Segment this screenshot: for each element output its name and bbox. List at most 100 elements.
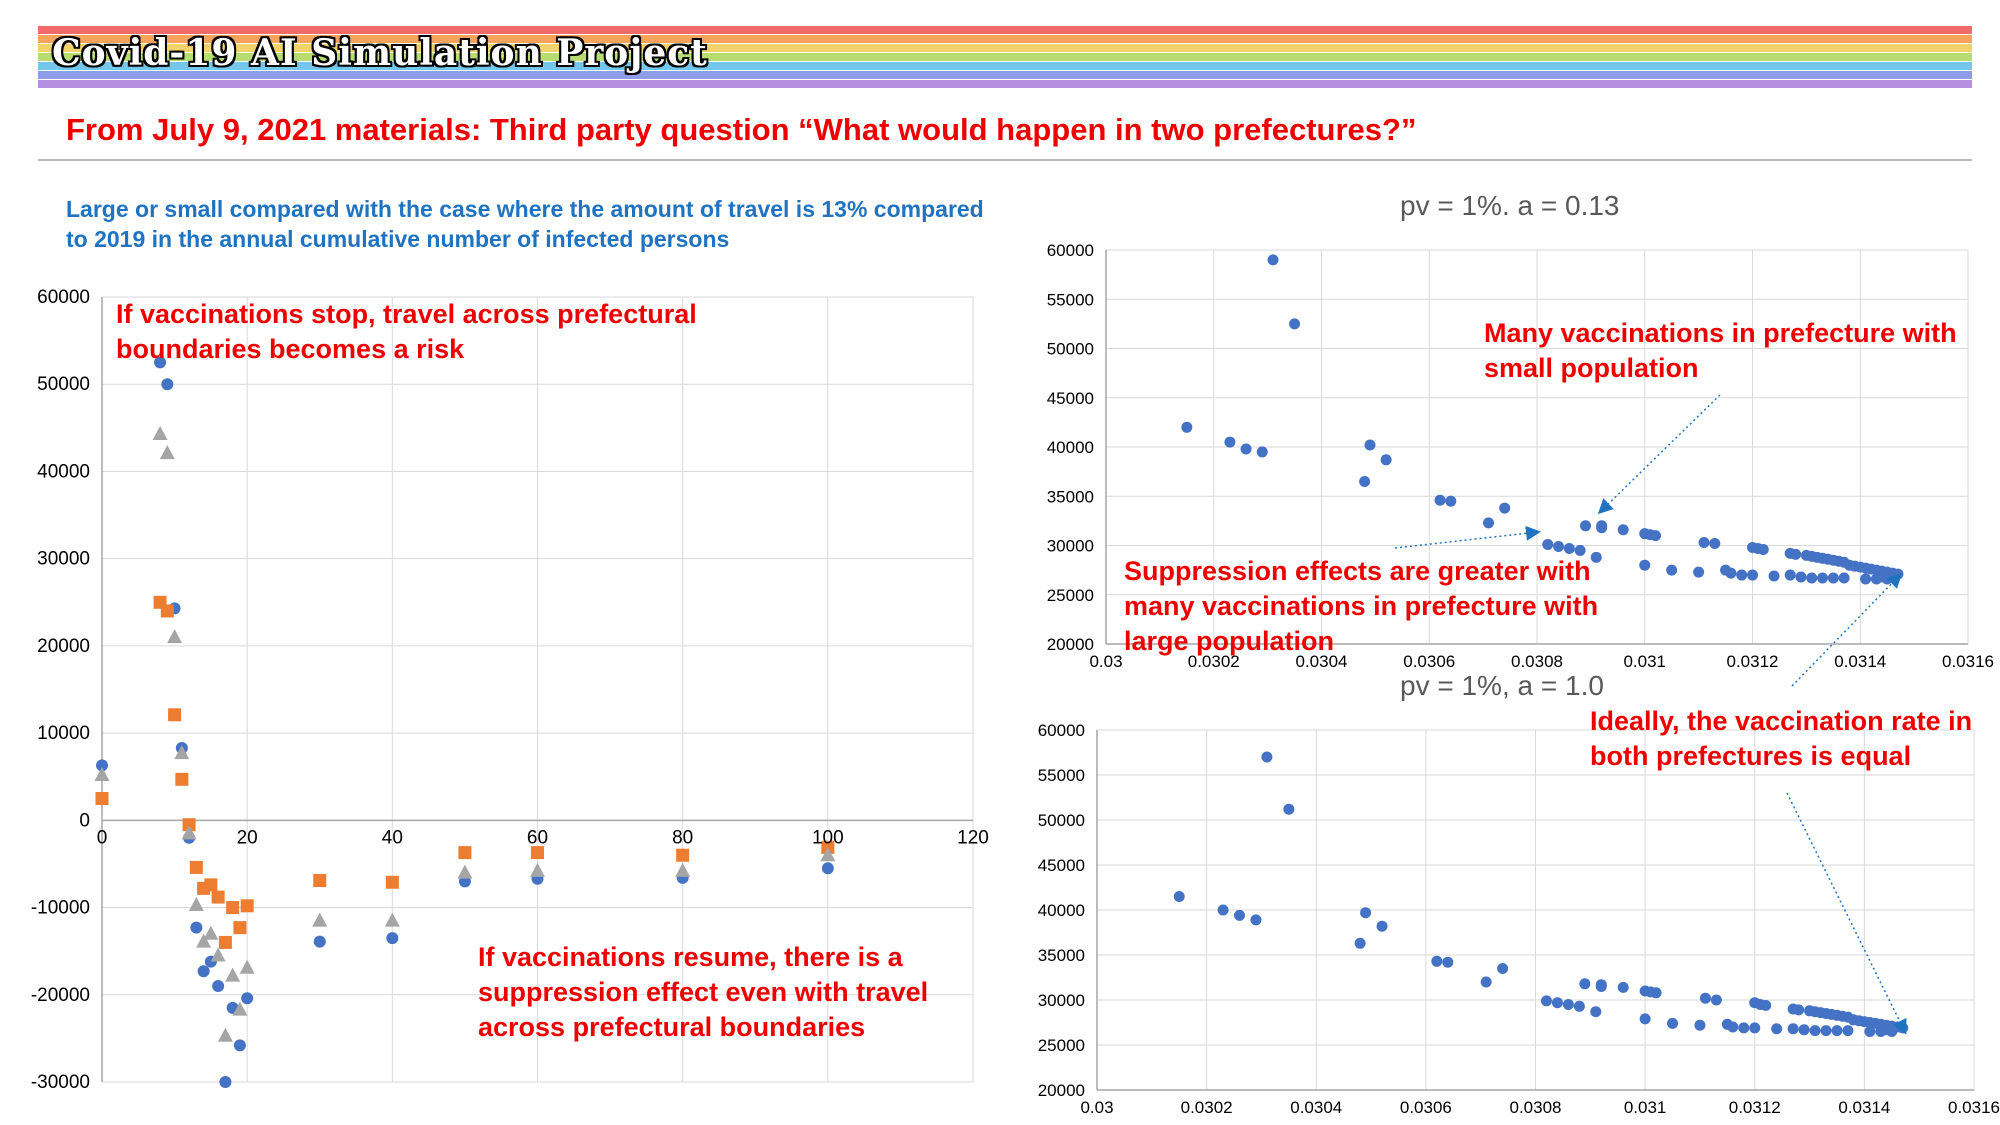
x-tick-label: 0.03 (1080, 1098, 1113, 1117)
data-point (1645, 986, 1657, 998)
x-tick-label: 120 (957, 827, 989, 848)
x-tick-label: 0.031 (1624, 1098, 1667, 1117)
data-point (386, 932, 399, 945)
data-point (1595, 981, 1607, 992)
x-tick-label: 0.0306 (1403, 652, 1455, 671)
data-point (1442, 956, 1454, 968)
data-point (1562, 999, 1574, 1010)
data-point (313, 935, 326, 948)
data-point (1267, 254, 1279, 266)
data-point (154, 356, 167, 369)
data-point (385, 875, 399, 889)
chart-2 (1105, 249, 1969, 645)
banner: Covid-19 AI Simulation Project (38, 26, 1972, 90)
data-point (1738, 1022, 1750, 1034)
y-tick-label: -30000 (31, 1072, 90, 1093)
data-point (1574, 544, 1586, 556)
data-point (1749, 1022, 1761, 1034)
data-point (1497, 963, 1509, 974)
data-point (96, 759, 108, 772)
data-point (211, 890, 225, 904)
data-point (159, 445, 175, 460)
data-point (1445, 495, 1457, 507)
data-point (1639, 559, 1651, 571)
data-point (239, 959, 255, 974)
chart2-title: pv = 1%. a = 0.13 (1400, 190, 1620, 221)
data-point (1827, 572, 1839, 584)
banner-stripe (38, 62, 1972, 70)
y-tick-label: 30000 (1047, 537, 1094, 556)
y-tick-label: 30000 (1038, 991, 1085, 1010)
data-point (161, 378, 174, 391)
data-point (1693, 566, 1705, 578)
y-tick-label: 0 (79, 810, 90, 831)
y-tick-label: 60000 (1047, 241, 1094, 260)
chart-1 (94, 296, 974, 1088)
data-point (1217, 904, 1229, 916)
data-point (1590, 551, 1602, 563)
x-tick-label: 0.0316 (1942, 652, 1994, 671)
x-tick-label: 40 (382, 827, 403, 848)
divider (38, 159, 1972, 161)
banner-stripe (38, 35, 1972, 43)
data-point (458, 846, 472, 860)
x-tick-label: 0.0312 (1729, 1098, 1781, 1117)
chart3-title: pv = 1%, a = 1.0 (1400, 670, 1604, 701)
data-point (1790, 548, 1802, 560)
y-tick-label: 20000 (37, 636, 90, 657)
data-point (1261, 751, 1273, 763)
data-point (1173, 891, 1185, 902)
data-point (1860, 573, 1872, 585)
data-point (94, 766, 110, 781)
y-tick-label: 40000 (37, 461, 90, 482)
data-point (174, 745, 190, 760)
y-tick-label: 20000 (1038, 1081, 1085, 1100)
data-point (1787, 1023, 1799, 1035)
data-point (1256, 446, 1268, 458)
x-tick-label: 0.0314 (1838, 1098, 1890, 1117)
data-point (160, 604, 174, 618)
y-tick-label: 20000 (1047, 635, 1094, 654)
data-point (233, 921, 247, 935)
data-point (1838, 572, 1850, 584)
data-point (1736, 569, 1748, 581)
x-tick-label: 0.0304 (1290, 1098, 1342, 1117)
data-point (1757, 543, 1769, 555)
data-point (1880, 1024, 1892, 1036)
data-point (1431, 955, 1443, 967)
y-tick-label: 25000 (1047, 586, 1094, 605)
x-tick-label: 0.0316 (1948, 1098, 2000, 1117)
annotation-arrow (1791, 572, 1903, 687)
y-tick-label: 60000 (37, 287, 90, 308)
data-point (1876, 571, 1888, 583)
data-point (212, 980, 225, 993)
y-tick-label: 55000 (1038, 766, 1085, 785)
data-point (1831, 1025, 1843, 1037)
data-point (1617, 981, 1629, 993)
y-tick-label: 50000 (1038, 811, 1085, 830)
data-point (168, 708, 182, 722)
data-point (821, 862, 834, 875)
y-tick-label: 45000 (1047, 389, 1094, 408)
x-tick-label: 0.031 (1623, 652, 1666, 671)
data-point (1376, 920, 1388, 932)
data-point (1817, 572, 1829, 584)
data-point (1864, 1026, 1876, 1037)
data-point (1639, 1013, 1651, 1025)
data-point (1480, 976, 1492, 988)
data-point (203, 925, 219, 940)
data-point (1579, 978, 1591, 990)
data-point (530, 862, 545, 877)
x-tick-label: 0.0308 (1510, 1098, 1562, 1117)
x-tick-label: 0.0304 (1296, 652, 1348, 671)
y-tick-label: 25000 (1038, 1036, 1085, 1055)
x-tick-label: 0 (97, 827, 108, 848)
x-tick-label: 0.0302 (1188, 652, 1240, 671)
data-point (1542, 539, 1554, 551)
x-tick-label: 60 (527, 827, 548, 848)
data-point (152, 425, 168, 440)
data-point (1768, 570, 1780, 582)
data-point (531, 846, 544, 860)
chart-3 (1096, 729, 1975, 1091)
